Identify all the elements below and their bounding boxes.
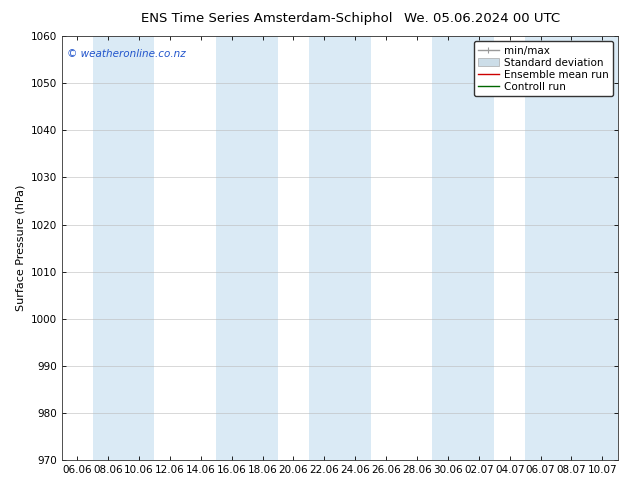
Bar: [309, 36, 371, 460]
Bar: [216, 36, 278, 460]
Bar: [93, 36, 154, 460]
Y-axis label: Surface Pressure (hPa): Surface Pressure (hPa): [15, 185, 25, 311]
Bar: [525, 36, 587, 460]
Text: We. 05.06.2024 00 UTC: We. 05.06.2024 00 UTC: [404, 12, 560, 25]
Bar: [432, 36, 495, 460]
Text: ENS Time Series Amsterdam-Schiphol: ENS Time Series Amsterdam-Schiphol: [141, 12, 392, 25]
Legend: min/max, Standard deviation, Ensemble mean run, Controll run: min/max, Standard deviation, Ensemble me…: [474, 41, 612, 96]
Text: © weatheronline.co.nz: © weatheronline.co.nz: [67, 49, 186, 59]
Bar: [587, 36, 618, 460]
